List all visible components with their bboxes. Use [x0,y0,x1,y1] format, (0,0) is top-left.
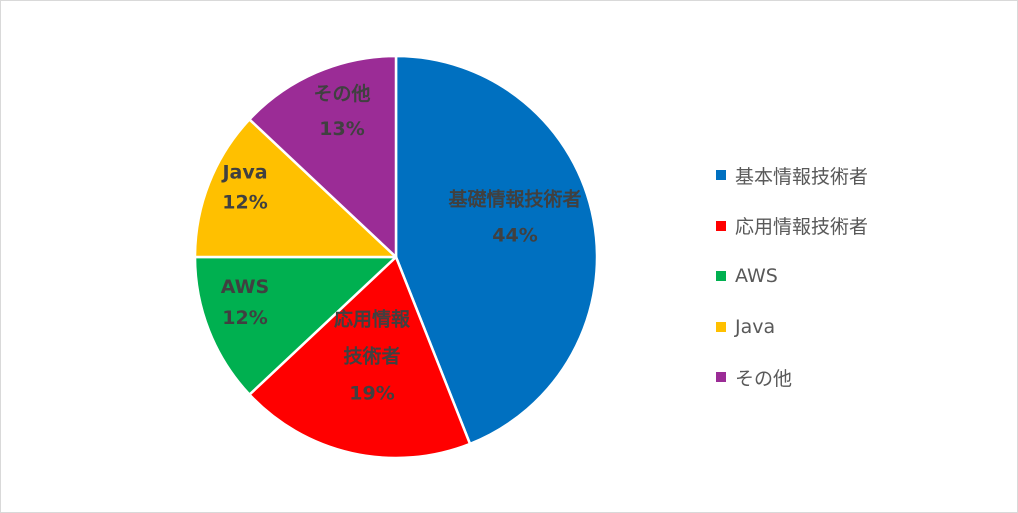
legend-item: AWS [716,251,1006,302]
data-label-category: Java [220,162,267,184]
data-label-value: 12% [222,307,267,329]
data-label-category: 技術者 [343,345,400,368]
legend-label: AWS [735,265,778,288]
legend-label: 基本情報技術者 [735,165,869,188]
data-label-4: その他 13% [313,82,370,140]
legend-swatch [716,372,726,383]
data-label-value: 19% [349,383,394,405]
legend-item: 応用情報技術者 [716,201,1006,252]
pie-slices [193,54,599,460]
legend-label: Java [735,315,776,338]
legend-item: Java [716,302,1006,353]
data-label-value: 13% [319,118,364,140]
pie-slice-4 [248,54,398,259]
legend-label: 応用情報技術者 [735,216,869,239]
legend-label: その他 [735,367,793,390]
legend-swatch [716,271,726,282]
pie-slice-0 [394,54,599,446]
legend-item: 基本情報技術者 [716,150,1006,201]
legend-item: その他 [716,352,1006,403]
data-label-3: Java 12% [220,162,267,214]
data-label-category: 応用情報 [334,308,411,331]
pie-data-labels: 基礎情報技術者 44% 応用情報技術者 19% AWS 12% Java 12% その他 13% [220,82,581,405]
legend-swatch [716,220,726,231]
legend-swatch [716,170,726,181]
data-label-category: 基礎情報技術者 [447,188,581,211]
data-label-1: 応用情報技術者 19% [334,308,411,405]
legend-swatch [716,321,726,332]
data-label-category: その他 [313,82,370,105]
data-label-category: AWS [221,276,270,298]
pie-slice-2 [193,255,398,396]
data-label-2: AWS 12% [221,276,270,329]
data-label-value: 12% [222,192,267,214]
data-label-0: 基礎情報技術者 44% [447,188,581,247]
data-label-value: 44% [492,225,537,247]
chart-legend: 基本情報技術者 応用情報技術者 AWS Java その他 [716,150,1006,403]
pie-slice-3 [193,118,398,259]
pie-slice-1 [248,255,472,460]
